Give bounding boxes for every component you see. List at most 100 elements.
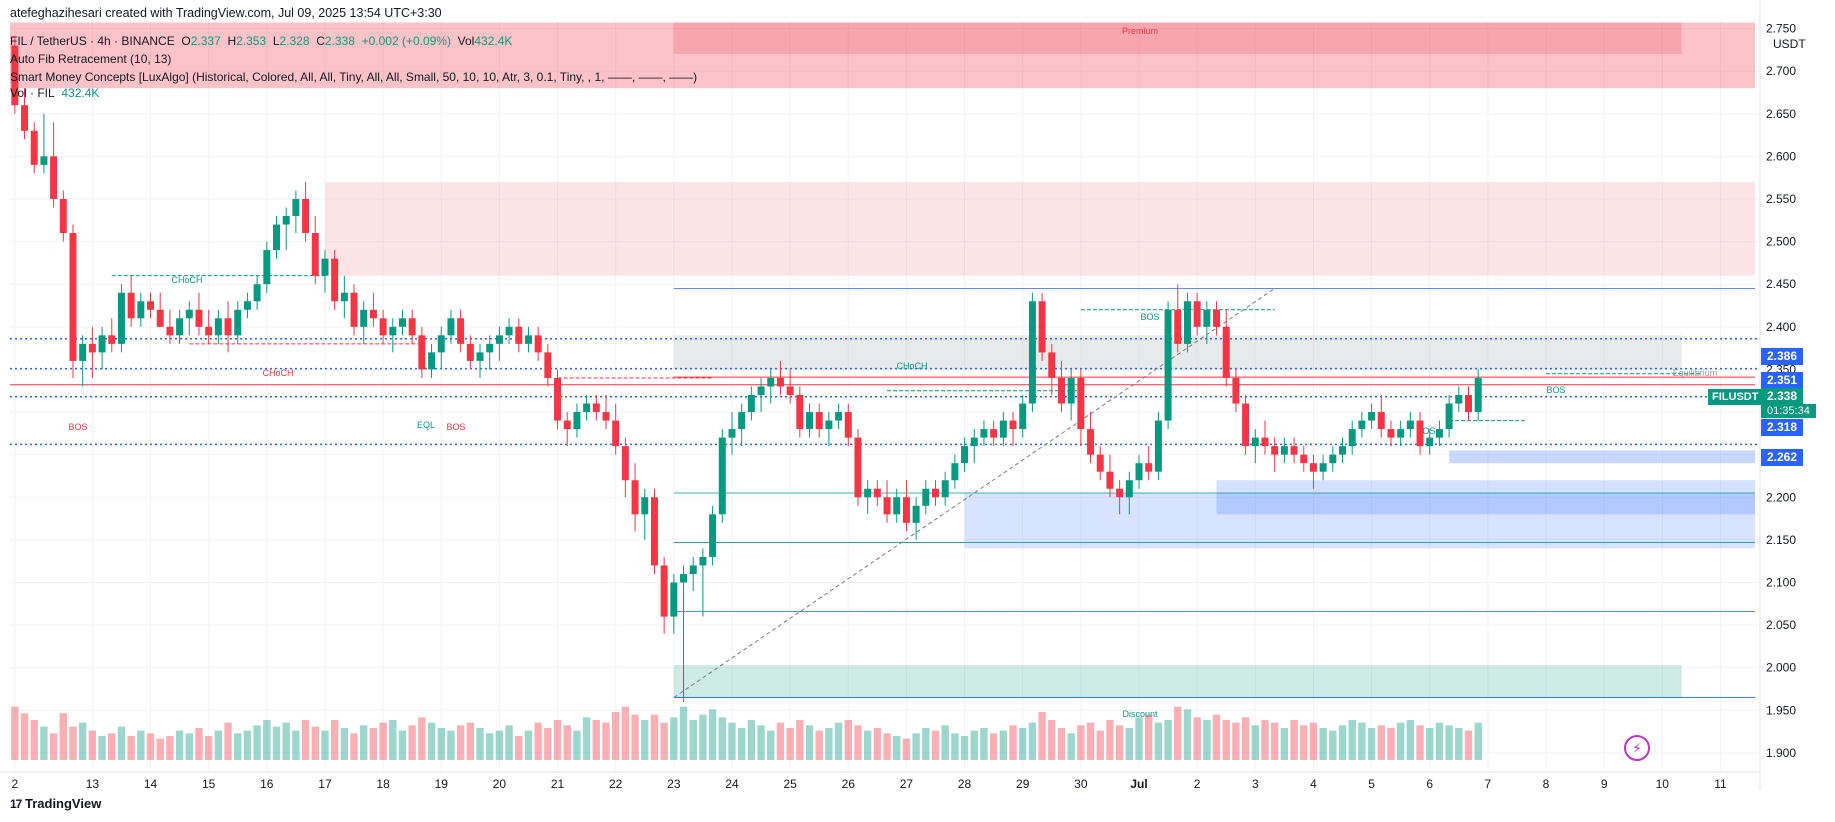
candle bbox=[1028, 292, 1036, 413]
candle-body bbox=[893, 497, 901, 515]
candle-body bbox=[1125, 480, 1133, 498]
candle-body bbox=[1183, 301, 1191, 344]
candle bbox=[30, 122, 38, 174]
candle bbox=[1280, 437, 1288, 464]
candle-body bbox=[30, 130, 38, 165]
volume-bar bbox=[1416, 725, 1424, 760]
bar-countdown: 01:35:34 bbox=[1761, 404, 1816, 418]
volume-bar bbox=[815, 730, 823, 760]
symbol-name[interactable]: FIL / TetherUS · 4h · BINANCE bbox=[10, 34, 175, 48]
candle-body bbox=[1242, 403, 1250, 447]
candle-body bbox=[127, 292, 135, 319]
candle bbox=[185, 301, 193, 336]
candle-body bbox=[592, 403, 600, 413]
candle-body bbox=[137, 301, 145, 319]
candle bbox=[476, 343, 484, 378]
volume-bar bbox=[1251, 725, 1259, 760]
tradingview-logo[interactable]: 17 TradingView bbox=[10, 796, 101, 811]
volume-bar bbox=[737, 728, 746, 760]
volume-bar bbox=[30, 720, 38, 760]
currency-label[interactable]: USDT bbox=[1773, 37, 1806, 51]
candle bbox=[902, 480, 910, 532]
candle bbox=[486, 335, 494, 370]
candle bbox=[1339, 437, 1347, 464]
time-tick-label: 5 bbox=[1368, 777, 1375, 791]
indicator-smc[interactable]: Smart Money Concepts [LuxAlgo] (Historic… bbox=[10, 70, 698, 84]
candle bbox=[98, 326, 106, 370]
volume-bar bbox=[1154, 722, 1163, 760]
candle-body bbox=[970, 437, 978, 447]
lightning-icon[interactable]: ⚡ bbox=[1624, 735, 1650, 761]
candle bbox=[641, 488, 649, 540]
volume-bar bbox=[989, 733, 998, 760]
volume-bar bbox=[1009, 725, 1017, 760]
price-tick-label: 2.700 bbox=[1766, 64, 1796, 78]
candle bbox=[1145, 446, 1153, 481]
candle-body bbox=[1164, 309, 1172, 421]
candle-body bbox=[728, 429, 736, 438]
candle-body bbox=[79, 343, 87, 361]
indicator-volume[interactable]: Vol · FIL 432.4K bbox=[10, 86, 99, 100]
volume-bar bbox=[234, 733, 242, 760]
candle bbox=[922, 480, 930, 515]
candle-body bbox=[369, 309, 377, 319]
time-tick-label: 29 bbox=[1016, 777, 1030, 791]
volume-bar bbox=[69, 726, 77, 760]
candle bbox=[524, 326, 532, 353]
time-tick-label: 19 bbox=[435, 777, 449, 791]
candle-body bbox=[398, 318, 406, 327]
candle-body bbox=[1077, 377, 1085, 430]
price-tick-label: 2.450 bbox=[1766, 277, 1796, 291]
volume-bar bbox=[1474, 722, 1482, 760]
candle-body bbox=[1416, 420, 1424, 447]
chart-caption: atefeghazihesari created with TradingVie… bbox=[10, 6, 442, 20]
volume-bar bbox=[369, 728, 378, 760]
vol-indicator-label: Vol · FIL bbox=[10, 86, 55, 100]
candle bbox=[69, 224, 77, 378]
volume-bar bbox=[1367, 728, 1376, 760]
time-tick-label: 23 bbox=[667, 777, 681, 791]
candle-body bbox=[1397, 429, 1405, 438]
candle-body bbox=[515, 326, 523, 344]
volume-bar bbox=[602, 722, 610, 760]
candle-body bbox=[776, 377, 784, 387]
candle bbox=[1406, 412, 1414, 438]
volume-bar bbox=[1435, 722, 1444, 760]
candle bbox=[1387, 420, 1395, 447]
candle-body bbox=[1474, 377, 1482, 413]
candle-body bbox=[243, 301, 251, 310]
candle bbox=[11, 37, 19, 114]
time-tick-label: 15 bbox=[202, 777, 216, 791]
candle-body bbox=[214, 318, 222, 336]
candle-body bbox=[873, 488, 881, 498]
candle bbox=[379, 309, 387, 344]
candle-body bbox=[670, 582, 678, 617]
volume-bar bbox=[204, 736, 213, 760]
candle bbox=[844, 403, 852, 447]
candle bbox=[893, 488, 901, 523]
candle bbox=[302, 181, 310, 242]
volume-bar bbox=[505, 725, 513, 760]
time-axis[interactable]: 2 13 14 15 16 17 18 19 20 21 22 23 24 25 26 27 28 29 30 Jul… bbox=[12, 777, 1728, 791]
candle bbox=[1300, 446, 1308, 472]
volume-bar bbox=[1338, 725, 1347, 760]
time-tick-label: 26 bbox=[842, 777, 856, 791]
indicator-autofib[interactable]: Auto Fib Retracement (10, 13) bbox=[10, 52, 172, 66]
candle-body bbox=[815, 412, 823, 430]
volume-bar bbox=[1222, 720, 1230, 760]
candle bbox=[515, 318, 523, 353]
volume-bar bbox=[437, 728, 445, 760]
candle-body bbox=[40, 156, 48, 165]
candle bbox=[253, 275, 261, 310]
candle-body bbox=[1261, 437, 1269, 447]
volume-bar bbox=[544, 728, 552, 760]
volume-bar bbox=[20, 713, 29, 760]
volume-bar bbox=[1232, 722, 1240, 760]
candle-body bbox=[554, 377, 562, 421]
volume-bar bbox=[1183, 709, 1192, 760]
price-tick-label: 2.200 bbox=[1766, 490, 1796, 504]
candle bbox=[1077, 369, 1085, 447]
symbol-line[interactable]: FIL / TetherUS · 4h · BINANCE O2.337 H2.… bbox=[10, 34, 512, 48]
tv-brand-text: TradingView bbox=[24, 796, 102, 811]
